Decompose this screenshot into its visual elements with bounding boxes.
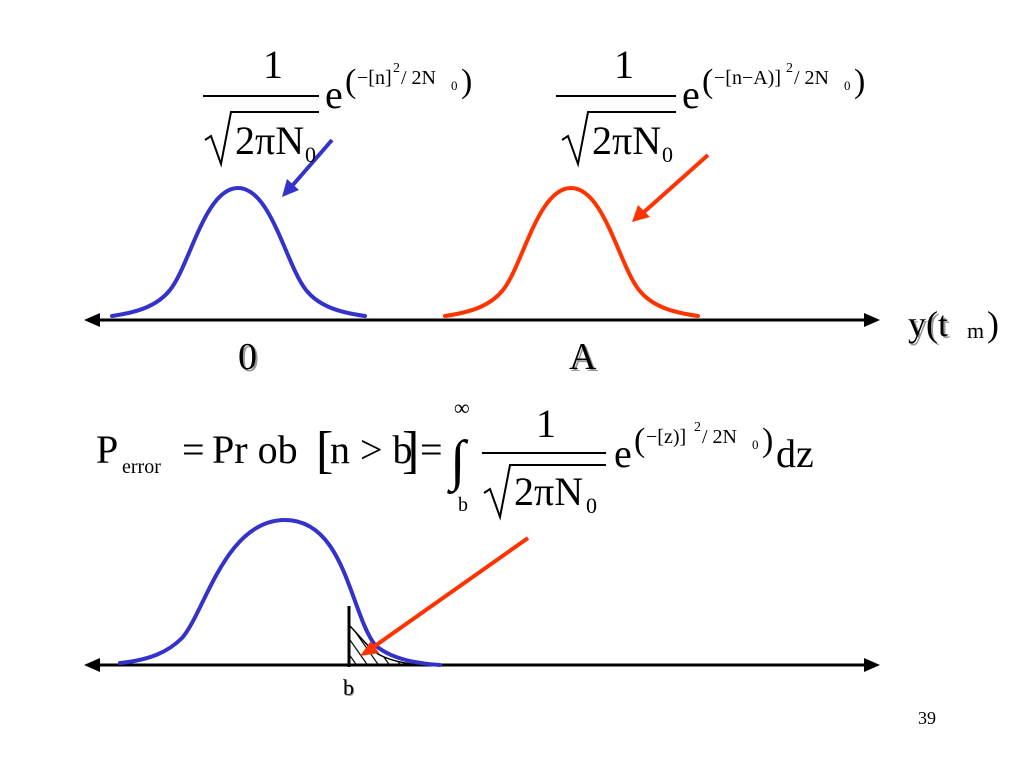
top-axis xyxy=(84,313,880,327)
signal-level-label-shadow: A xyxy=(571,338,599,380)
signal-pdf-exp-divisor-sub: 0 xyxy=(844,78,851,93)
noise-pdf-exp-close: ) xyxy=(461,63,472,100)
threshold-label: b xyxy=(343,675,354,700)
threshold-label-shadow: b xyxy=(344,676,355,701)
noise-pdf-sqrt-sign xyxy=(204,111,319,168)
right-bracket: ] xyxy=(402,422,419,479)
noise-formula-pointer-arrow xyxy=(282,138,334,197)
axis-variable-close: ) xyxy=(987,304,999,344)
origin-label: 0 xyxy=(238,336,257,378)
integrand-exp-divisor: / 2N xyxy=(702,426,737,448)
noise-pdf-exp-term: −[n] xyxy=(357,67,392,89)
integrand-radicand-sub: 0 xyxy=(586,493,597,518)
top-axis-right-arrow xyxy=(864,313,880,327)
signal-pdf-sqrt-sign xyxy=(561,111,676,168)
bottom-axis-right-arrow xyxy=(864,658,880,672)
equals-sign-2: = xyxy=(420,427,443,472)
integral-lower-limit: b xyxy=(458,494,468,516)
noise-pdf-exp-divisor-sub: 0 xyxy=(451,78,458,93)
axis-variable-subscript: m xyxy=(967,318,984,343)
signal-pdf-base: e xyxy=(682,72,700,117)
signal-level-label: A xyxy=(569,336,597,378)
integrand-sqrt-sign xyxy=(483,464,606,521)
differential: dz xyxy=(776,431,814,476)
prob-operator: Pr ob xyxy=(212,427,298,472)
signal-pdf-exp-open: ( xyxy=(702,63,713,100)
signal-gaussian-curve xyxy=(443,185,700,318)
signal-formula-pointer-arrow xyxy=(632,153,710,222)
perror-symbol: P xyxy=(96,427,118,472)
integrand-radicand: 2πN xyxy=(514,469,583,514)
noise-gaussian-curve xyxy=(110,185,367,318)
noise-pdf-exp-open: ( xyxy=(345,63,356,100)
noise-pdf-radicand: 2πN xyxy=(235,118,304,163)
noise-pdf-formula: 1 2πN 0 e ( −[n] 2 / 2N 0 ) xyxy=(203,42,472,168)
noise-pdf-numerator: 1 xyxy=(263,42,283,87)
page-number: 39 xyxy=(918,708,936,728)
integrand-exp-open: ( xyxy=(634,422,645,459)
prob-condition: n > b xyxy=(330,427,413,472)
noise-pdf-exp-divisor: / 2N xyxy=(401,67,436,89)
integrand-base: e xyxy=(614,431,632,476)
axis-variable-label: y(t xyxy=(908,304,948,344)
integrand-exp-close: ) xyxy=(762,422,773,459)
signal-pdf-numerator: 1 xyxy=(614,42,634,87)
perror-subscript: error xyxy=(122,456,161,478)
signal-pdf-formula: 1 2πN 0 e ( −[n−A)] 2 / 2N 0 ) xyxy=(556,42,865,168)
signal-pdf-exp-close: ) xyxy=(854,63,865,100)
bottom-axis-left-arrow xyxy=(84,658,100,672)
signal-pdf-radicand-sub: 0 xyxy=(662,142,673,167)
integrand-exp-power: 2 xyxy=(694,420,701,435)
noise-pdf-radicand-sub: 0 xyxy=(305,142,316,167)
integrand-exp-divisor-sub: 0 xyxy=(752,437,759,452)
error-probability-formula: P error = Pr ob [ n > b ] = ∞ ∫ b 1 2πN … xyxy=(96,395,814,521)
axis-variable-shadow: y(t xyxy=(910,306,950,346)
top-axis-left-arrow xyxy=(84,313,100,327)
left-bracket: [ xyxy=(316,422,333,479)
signal-pdf-exp-power: 2 xyxy=(786,61,793,76)
origin-label-shadow: 0 xyxy=(240,338,259,380)
signal-pdf-exp-term: −[n−A)] xyxy=(714,67,781,89)
integral-upper-limit: ∞ xyxy=(454,395,470,420)
integrand-exp-term: −[z)] xyxy=(646,426,686,448)
integral-pointer-arrow xyxy=(360,536,530,656)
equals-sign-1: = xyxy=(182,427,205,472)
integrand-numerator: 1 xyxy=(536,401,556,446)
noise-pdf-base: e xyxy=(325,72,343,117)
signal-pdf-radicand: 2πN xyxy=(592,118,661,163)
signal-pdf-exp-divisor: / 2N xyxy=(794,67,829,89)
noise-pdf-exp-power: 2 xyxy=(393,61,400,76)
threshold-gaussian-curve xyxy=(118,517,442,667)
integral-sign: ∫ xyxy=(447,430,469,495)
bottom-axis xyxy=(84,658,880,672)
